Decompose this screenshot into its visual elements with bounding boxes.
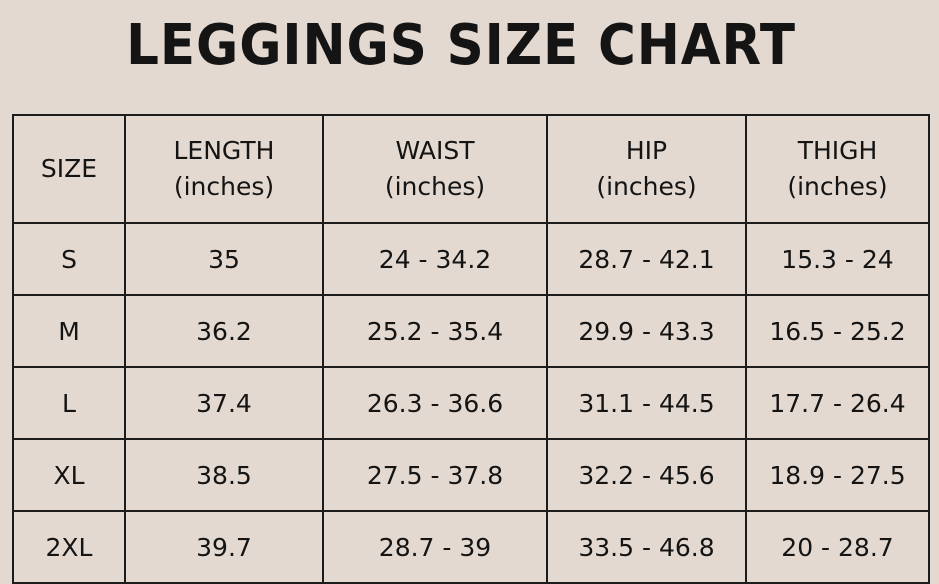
table-cell-waist: 26.3 - 36.6 xyxy=(322,366,548,440)
table-cell-hip: 28.7 - 42.1 xyxy=(546,222,747,296)
table-row: 2XL 39.7 28.7 - 39 33.5 - 46.8 20 - 28.7 xyxy=(12,510,930,584)
table-cell-thigh: 15.3 - 24 xyxy=(745,222,930,296)
table-row: XL 38.5 27.5 - 37.8 32.2 - 45.6 18.9 - 27.5 xyxy=(12,438,930,512)
size-table: SIZE LENGTH (inches) WAIST (inches) HIP (inche… xyxy=(12,114,930,584)
column-label: HIP xyxy=(625,136,668,165)
table-cell-size: L xyxy=(12,366,126,440)
table-cell-thigh: 17.7 - 26.4 xyxy=(745,366,930,440)
table-cell-length: 36.2 xyxy=(124,294,324,368)
chart-title: LEGGINGS SIZE CHART xyxy=(126,13,796,78)
column-label: LENGTH xyxy=(173,136,275,165)
column-unit: (inches) xyxy=(787,172,888,201)
table-cell-waist: 28.7 - 39 xyxy=(322,510,548,584)
table-cell-waist: 24 - 34.2 xyxy=(322,222,548,296)
table-cell-thigh: 16.5 - 25.2 xyxy=(745,294,930,368)
table-cell-hip: 31.1 - 44.5 xyxy=(546,366,747,440)
table-cell-hip: 32.2 - 45.6 xyxy=(546,438,747,512)
column-header-waist: WAIST (inches) xyxy=(322,114,548,224)
column-header-thigh: THIGH (inches) xyxy=(745,114,930,224)
header-row: SIZE LENGTH (inches) WAIST (inches) HIP (inche… xyxy=(12,114,930,224)
column-header-length: LENGTH (inches) xyxy=(124,114,324,224)
table-cell-size: S xyxy=(12,222,126,296)
column-label: WAIST xyxy=(395,136,475,165)
table-cell-size: M xyxy=(12,294,126,368)
table-row: M 36.2 25.2 - 35.4 29.9 - 43.3 16.5 - 25.2 xyxy=(12,294,930,368)
table-cell-size: XL xyxy=(12,438,126,512)
table-cell-waist: 27.5 - 37.8 xyxy=(322,438,548,512)
table-cell-waist: 25.2 - 35.4 xyxy=(322,294,548,368)
column-unit: (inches) xyxy=(384,172,486,201)
table-row: L 37.4 26.3 - 36.6 31.1 - 44.5 17.7 - 26.4 xyxy=(12,366,930,440)
table-cell-thigh: 18.9 - 27.5 xyxy=(745,438,930,512)
table-cell-hip: 33.5 - 46.8 xyxy=(546,510,747,584)
table-cell-length: 35 xyxy=(124,222,324,296)
table-cell-length: 37.4 xyxy=(124,366,324,440)
table-row: S 35 24 - 34.2 28.7 - 42.1 15.3 - 24 xyxy=(12,222,930,296)
table-cell-length: 39.7 xyxy=(124,510,324,584)
table-cell-length: 38.5 xyxy=(124,438,324,512)
column-unit: (inches) xyxy=(596,172,697,201)
column-label: THIGH xyxy=(797,136,878,165)
column-label: SIZE xyxy=(40,154,98,183)
column-header-size: SIZE xyxy=(12,114,126,224)
column-unit: (inches) xyxy=(173,172,275,201)
table-cell-hip: 29.9 - 43.3 xyxy=(546,294,747,368)
table-cell-thigh: 20 - 28.7 xyxy=(745,510,930,584)
column-header-hip: HIP (inches) xyxy=(546,114,747,224)
table-cell-size: 2XL xyxy=(12,510,126,584)
